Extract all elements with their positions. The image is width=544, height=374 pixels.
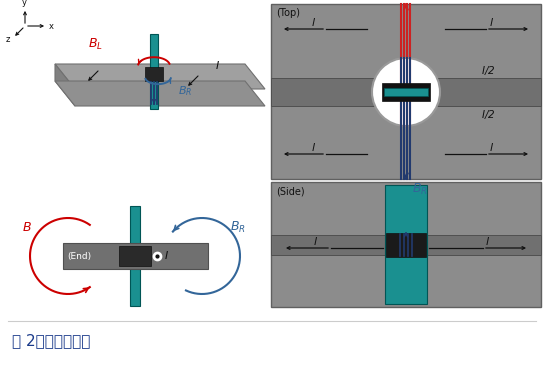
- Text: $l$: $l$: [485, 235, 490, 247]
- Polygon shape: [55, 64, 265, 89]
- Bar: [150, 34, 158, 109]
- Text: $l$: $l$: [489, 141, 494, 153]
- Bar: [382, 83, 430, 101]
- Bar: [130, 206, 140, 306]
- Text: $l$: $l$: [311, 16, 316, 28]
- Bar: [119, 246, 151, 266]
- Text: 图 2：建议的配置: 图 2：建议的配置: [12, 334, 90, 349]
- Bar: [385, 185, 427, 304]
- Text: $I$: $I$: [164, 249, 169, 261]
- Bar: [8, 186, 266, 304]
- Text: $I$: $I$: [215, 59, 220, 71]
- Text: z: z: [6, 35, 10, 44]
- Polygon shape: [55, 81, 265, 106]
- Bar: [386, 233, 426, 257]
- Bar: [145, 67, 163, 81]
- Text: (End): (End): [67, 252, 91, 261]
- Text: $l$: $l$: [311, 141, 316, 153]
- Text: (Top): (Top): [276, 8, 300, 18]
- Text: $l$: $l$: [313, 235, 318, 247]
- Text: y: y: [22, 0, 27, 7]
- Text: $I$/2: $I$/2: [481, 108, 495, 121]
- Text: $B_L$: $B_L$: [88, 37, 102, 52]
- Text: (Side): (Side): [276, 186, 305, 196]
- Bar: [271, 4, 541, 179]
- Text: $l$: $l$: [489, 16, 494, 28]
- Text: $B_R$: $B_R$: [230, 220, 246, 235]
- Bar: [384, 88, 428, 96]
- Ellipse shape: [372, 58, 440, 126]
- Bar: [271, 78, 541, 106]
- Polygon shape: [55, 64, 75, 106]
- Text: $B_R$: $B_R$: [412, 182, 428, 197]
- Bar: [271, 182, 541, 307]
- Bar: [271, 235, 541, 255]
- Text: $B$: $B$: [22, 221, 32, 234]
- Text: $B_R$: $B_R$: [178, 84, 192, 98]
- Text: x: x: [49, 21, 54, 31]
- Text: $I$/2: $I$/2: [481, 64, 495, 77]
- Bar: [63, 243, 208, 269]
